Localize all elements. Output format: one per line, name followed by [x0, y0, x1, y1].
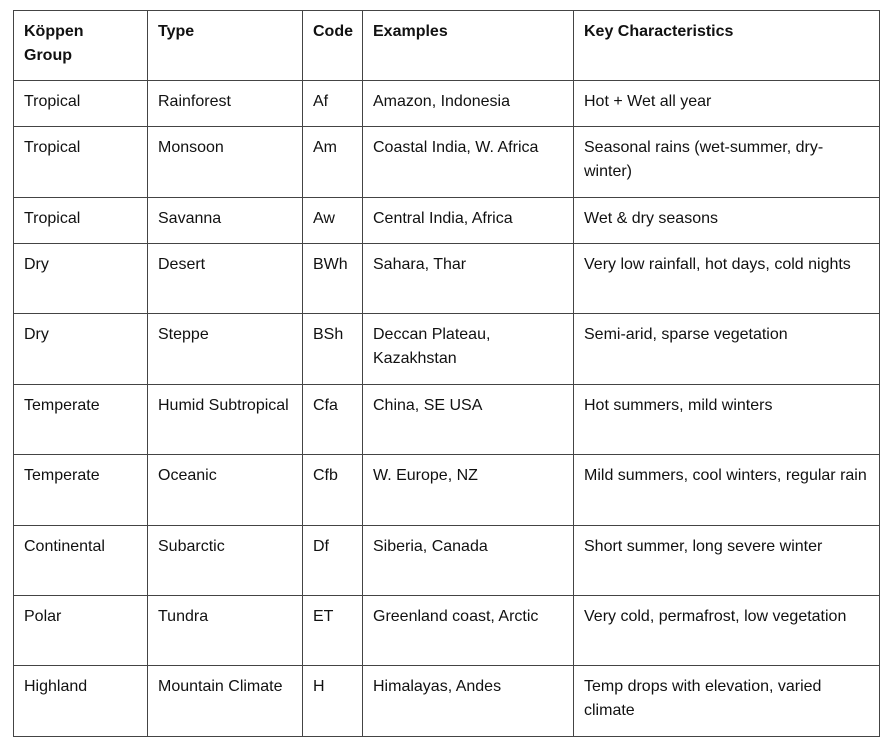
table-cell: Dry: [13, 243, 148, 314]
table-cell: Tropical: [13, 126, 148, 198]
table-cell: Humid Subtropical: [147, 384, 303, 455]
table-cell: Tundra: [147, 595, 303, 666]
header-cell: Key Characteristics: [573, 10, 880, 81]
table-cell: Tropical: [13, 197, 148, 244]
table-row: Continental Subarctic Df Siberia, Canada Sho…: [13, 525, 880, 596]
table-cell: Mountain Climate: [147, 665, 303, 737]
table-cell: Cfa: [302, 384, 363, 455]
table-cell: Hot + Wet all year: [573, 80, 880, 127]
table-cell: Dry: [13, 313, 148, 385]
table-cell: W. Europe, NZ: [362, 454, 574, 526]
header-cell: Examples: [362, 10, 574, 81]
table-row: Tropical Monsoon Am Coastal India, W. Afric…: [13, 126, 880, 198]
header-cell: Code: [302, 10, 363, 81]
table-row: Polar Tundra ET Greenland coast, Arctic Very…: [13, 595, 880, 666]
table-cell: Steppe: [147, 313, 303, 385]
table-cell: Very cold, permafrost, low vegetation: [573, 595, 880, 666]
climate-table: Köppen Group Type Code Examples Key Characte…: [13, 10, 880, 737]
table-cell: Sahara, Thar: [362, 243, 574, 314]
table-cell: Short summer, long severe winter: [573, 525, 880, 596]
table-row: Highland Mountain Climate H Himalayas, Ande…: [13, 665, 880, 737]
table-cell: Subarctic: [147, 525, 303, 596]
table-cell: Polar: [13, 595, 148, 666]
table-cell: Highland: [13, 665, 148, 737]
table-cell: Hot summers, mild winters: [573, 384, 880, 455]
table-cell: Df: [302, 525, 363, 596]
table-cell: Siberia, Canada: [362, 525, 574, 596]
table-cell: Temperate: [13, 454, 148, 526]
table-cell: H: [302, 665, 363, 737]
table-cell: Oceanic: [147, 454, 303, 526]
header-row: Köppen Group Type Code Examples Key Characte…: [13, 10, 880, 81]
table-cell: Seasonal rains (wet-summer, dry-winter): [573, 126, 880, 198]
table-cell: Coastal India, W. Africa: [362, 126, 574, 198]
table-cell: Savanna: [147, 197, 303, 244]
table-cell: Greenland coast, Arctic: [362, 595, 574, 666]
table-row: Dry Steppe BSh Deccan Plateau, Kazakhstan Se…: [13, 313, 880, 385]
table-cell: ET: [302, 595, 363, 666]
table-cell: Rainforest: [147, 80, 303, 127]
table-cell: BSh: [302, 313, 363, 385]
table-cell: Himalayas, Andes: [362, 665, 574, 737]
table-row: Tropical Rainforest Af Amazon, Indonesia Hot…: [13, 80, 880, 127]
table-cell: Central India, Africa: [362, 197, 574, 244]
table-cell: Very low rainfall, hot days, cold nights: [573, 243, 880, 314]
table-cell: Desert: [147, 243, 303, 314]
header-cell: Type: [147, 10, 303, 81]
table-cell: BWh: [302, 243, 363, 314]
table-row: Temperate Oceanic Cfb W. Europe, NZ Mild sum…: [13, 454, 880, 526]
table-row: Tropical Savanna Aw Central India, Africa We…: [13, 197, 880, 244]
table-cell: China, SE USA: [362, 384, 574, 455]
table-cell: Amazon, Indonesia: [362, 80, 574, 127]
table-cell: Semi-arid, sparse vegetation: [573, 313, 880, 385]
table-cell: Continental: [13, 525, 148, 596]
table-cell: Cfb: [302, 454, 363, 526]
table-cell: Tropical: [13, 80, 148, 127]
header-cell: Köppen Group: [13, 10, 148, 81]
table-cell: Monsoon: [147, 126, 303, 198]
table-row: Temperate Humid Subtropical Cfa China, SE U…: [13, 384, 880, 455]
table-cell: Aw: [302, 197, 363, 244]
table-row: Dry Desert BWh Sahara, Thar Very low rainfal…: [13, 243, 880, 314]
table-cell: Wet & dry seasons: [573, 197, 880, 244]
table-cell: Mild summers, cool winters, regular rain: [573, 454, 880, 526]
table-cell: Am: [302, 126, 363, 198]
table-cell: Temp drops with elevation, varied climat…: [573, 665, 880, 737]
table-cell: Temperate: [13, 384, 148, 455]
table-cell: Af: [302, 80, 363, 127]
table-cell: Deccan Plateau, Kazakhstan: [362, 313, 574, 385]
